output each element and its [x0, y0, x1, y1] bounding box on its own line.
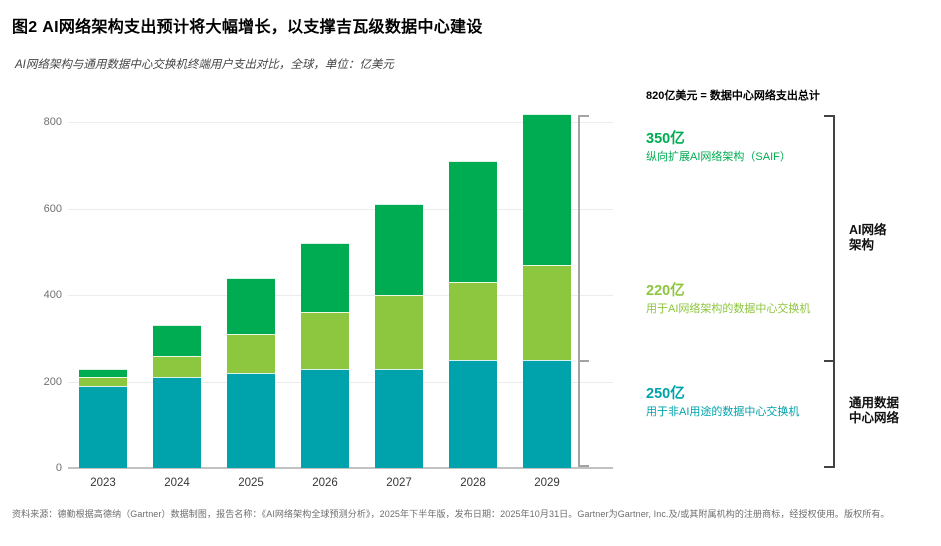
x-axis-tick-label: 2026 [312, 477, 338, 489]
x-axis-tick-label: 2024 [164, 477, 190, 489]
bracket-label-ai-network: AI网络 架构 [849, 223, 887, 252]
x-axis-tick-label: 2029 [534, 477, 560, 489]
bar-segment-2027-series0 [375, 368, 423, 468]
x-axis-tick-label: 2023 [90, 477, 116, 489]
bracket-tick [580, 465, 589, 467]
bar-segment-2023-series1 [79, 377, 127, 386]
legend-value-saif: 350亿 [646, 131, 685, 147]
bar-segment-2023-series0 [79, 385, 127, 468]
y-axis-tick-label: 800 [43, 116, 62, 129]
bracket-label-general-dc: 通用数据 中心网络 [849, 396, 900, 425]
bar-segment-2025-series2 [227, 277, 275, 335]
bar-segment-2028-series0 [449, 360, 497, 468]
bracket-tick [824, 360, 833, 362]
bar-2029-total-bracket [578, 115, 589, 467]
bar-segment-2028-series2 [449, 161, 497, 283]
bar-segment-2028-series1 [449, 282, 497, 360]
x-axis-tick-label: 2027 [386, 477, 412, 489]
bar-segment-2026-series1 [301, 312, 349, 369]
bar-segment-2025-series0 [227, 372, 275, 468]
figure-title: 图2 AI网络架构支出预计将大幅增长，以支撑吉瓦级数据中心建设 [12, 19, 483, 36]
y-axis-tick-label: 600 [43, 202, 62, 215]
bar-segment-2027-series1 [375, 295, 423, 369]
x-axis-tick-label: 2025 [238, 477, 264, 489]
bar-segment-2025-series1 [227, 334, 275, 373]
legend-value-ai-switches: 220亿 [646, 283, 685, 299]
bar-segment-2024-series1 [153, 355, 201, 378]
bracket-tick [580, 360, 589, 362]
bracket-tick [580, 115, 589, 117]
bar-segment-2026-series0 [301, 368, 349, 468]
bracket-tick [824, 115, 833, 117]
legend-label-non-ai-switches: 用于非AI用途的数据中心交换机 [646, 406, 800, 418]
y-axis-tick-label: 0 [55, 462, 62, 474]
bar-segment-2029-series1 [523, 264, 571, 360]
gridline [68, 208, 613, 210]
legend-label-ai-switches: 用于AI网络架构的数据中心交换机 [646, 303, 811, 315]
bar-segment-2024-series2 [153, 325, 201, 356]
total-annotation: 820亿美元 = 数据中心网络支出总计 [646, 90, 820, 102]
bar-segment-2029-series0 [523, 360, 571, 468]
x-axis-line [68, 467, 613, 469]
bar-segment-2023-series2 [79, 368, 127, 378]
bar-segment-2029-series2 [523, 113, 571, 265]
bracket-tick [824, 466, 833, 468]
y-axis-tick-label: 200 [43, 375, 62, 388]
bar-segment-2024-series0 [153, 377, 201, 468]
legend-item-non-ai-switches: 250亿 用于非AI用途的数据中心交换机 [646, 386, 856, 419]
y-axis-tick-label: 400 [43, 289, 62, 302]
legend-label-saif: 纵向扩展AI网络架构（SAIF） [646, 151, 791, 163]
figure-subtitle: AI网络架构与通用数据中心交换机终端用户支出对比，全球，单位：亿美元 [15, 59, 394, 71]
legend-item-saif: 350亿 纵向扩展AI网络架构（SAIF） [646, 131, 856, 164]
legend-item-ai-switches: 220亿 用于AI网络架构的数据中心交换机 [646, 283, 856, 316]
x-axis-tick-label: 2028 [460, 477, 486, 489]
source-note: 资料来源：德勤根据高德纳（Gartner）数据制图，报告名称：《AI网络架构全球… [12, 509, 890, 519]
gridline [68, 122, 613, 124]
bar-segment-2027-series2 [375, 204, 423, 296]
bar-segment-2026-series2 [301, 243, 349, 313]
legend-value-non-ai-switches: 250亿 [646, 386, 685, 402]
legend-group-bracket [824, 115, 835, 468]
